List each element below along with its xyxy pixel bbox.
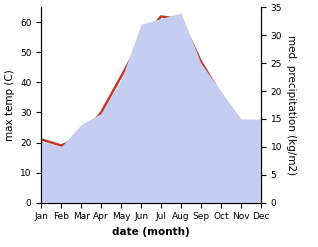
Y-axis label: med. precipitation (kg/m2): med. precipitation (kg/m2) (286, 35, 296, 175)
Y-axis label: max temp (C): max temp (C) (4, 69, 15, 141)
X-axis label: date (month): date (month) (112, 227, 190, 237)
